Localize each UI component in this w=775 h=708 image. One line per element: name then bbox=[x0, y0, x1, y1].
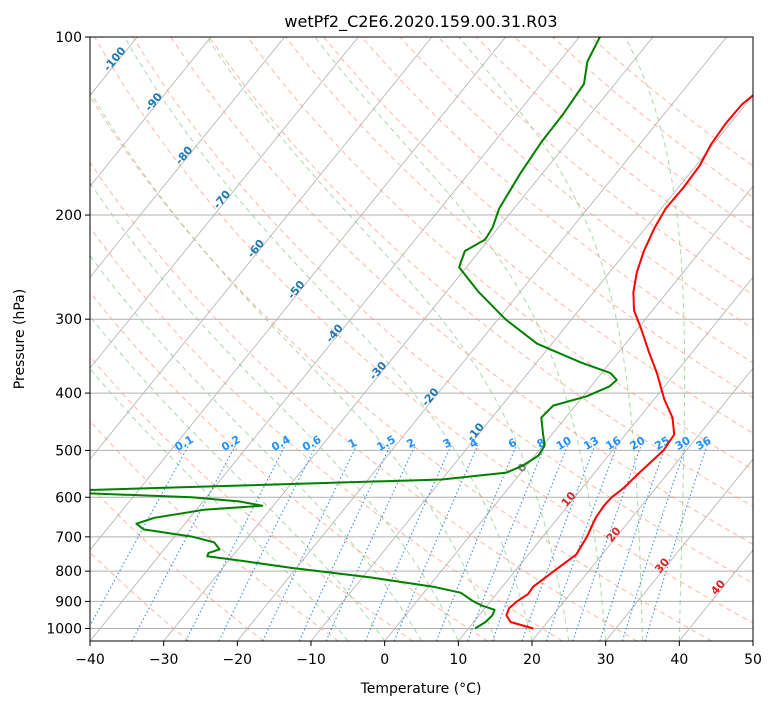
dry-adiabat bbox=[361, 37, 753, 364]
moist-adiabat bbox=[624, 37, 686, 641]
plot-frame bbox=[89, 36, 754, 642]
dry-adiabat bbox=[90, 95, 712, 641]
moist-adiabat bbox=[90, 254, 422, 641]
x-tick-label: 0 bbox=[380, 652, 389, 668]
y-tick-label: 100 bbox=[55, 30, 82, 46]
mixing-ratio-line bbox=[393, 444, 479, 641]
y-tick-label: 600 bbox=[55, 490, 82, 506]
isotherm-line bbox=[237, 37, 727, 641]
y-tick-label: 500 bbox=[55, 443, 82, 459]
x-axis: −40 −30 −20 −10 0 10 20 30 40 50 bbox=[75, 641, 762, 668]
moist-adiabat bbox=[90, 90, 496, 641]
moist-adiabat bbox=[206, 37, 570, 641]
temperature-line bbox=[505, 94, 753, 630]
dry-adiabat bbox=[323, 37, 753, 399]
y-tick-label: 300 bbox=[55, 312, 82, 328]
mixing-ratio-line bbox=[621, 445, 687, 641]
y-tick-label: 200 bbox=[55, 208, 82, 224]
mixing-ratio-line bbox=[364, 444, 452, 641]
dry-adiabat bbox=[208, 37, 753, 508]
isotherm-line bbox=[90, 37, 433, 460]
mixing-ratio-line bbox=[491, 444, 569, 641]
profile-series bbox=[90, 37, 753, 630]
moist-adiabat bbox=[124, 37, 533, 641]
x-tick-label: 20 bbox=[523, 652, 541, 668]
dry-adiabat bbox=[90, 161, 638, 641]
mixing-ratio-line bbox=[185, 444, 286, 641]
isotherm-line bbox=[90, 37, 212, 187]
y-axis: 100 200 300 400 500 600 700 800 900 1000 bbox=[46, 30, 90, 637]
isotherm-line bbox=[90, 37, 285, 278]
mixing-ratio-line bbox=[262, 444, 358, 641]
mixing-ratio-line bbox=[599, 445, 667, 641]
mixing-ratio-line bbox=[466, 444, 546, 641]
dry-adiabat-lines bbox=[90, 37, 753, 641]
isotherm-line bbox=[605, 458, 753, 641]
moist-adiabat bbox=[458, 37, 643, 641]
x-tick-label: −20 bbox=[223, 652, 253, 668]
mixing-ratio-line bbox=[572, 445, 642, 641]
isotherm-line bbox=[531, 367, 753, 641]
mixing-ratio-line bbox=[218, 444, 317, 641]
mixing-ratio-lines bbox=[90, 444, 708, 641]
dry-adiabat bbox=[132, 37, 753, 584]
x-tick-label: 40 bbox=[670, 652, 688, 668]
isotherm-line bbox=[458, 276, 753, 641]
isotherm-line bbox=[310, 94, 753, 641]
isotherm-line bbox=[90, 37, 580, 641]
x-tick-label: −30 bbox=[149, 652, 179, 668]
dewpoint-line bbox=[90, 37, 618, 630]
x-tick-label: 30 bbox=[597, 652, 615, 668]
plot-background bbox=[90, 37, 753, 641]
x-axis-label: Temperature (°C) bbox=[360, 681, 482, 697]
isotherm-lines bbox=[90, 37, 753, 641]
dry-adiabat bbox=[437, 37, 753, 296]
dry-adiabat bbox=[90, 355, 414, 641]
mixing-ratio-line bbox=[545, 445, 618, 641]
y-tick-label: 900 bbox=[55, 594, 82, 610]
isotherm-line bbox=[90, 37, 506, 551]
y-tick-label: 1000 bbox=[46, 621, 82, 637]
isotherm-line bbox=[384, 185, 753, 641]
mixing-ratio-line bbox=[521, 445, 596, 641]
y-tick-label: 800 bbox=[55, 564, 82, 580]
dry-adiabat bbox=[170, 37, 753, 546]
x-tick-label: −10 bbox=[296, 652, 326, 668]
x-tick-label: 50 bbox=[744, 652, 762, 668]
y-tick-label: 400 bbox=[55, 386, 82, 402]
y-tick-label: 700 bbox=[55, 530, 82, 546]
x-tick-label: −40 bbox=[75, 652, 105, 668]
moist-adiabat bbox=[90, 181, 459, 641]
dry-adiabat bbox=[90, 485, 264, 641]
y-axis-label: Pressure (hPa) bbox=[12, 289, 28, 389]
chart-title: wetPf2_C2E6.2020.159.00.31.R03 bbox=[284, 12, 557, 32]
dry-adiabat bbox=[94, 37, 753, 624]
mixing-ratio-line bbox=[644, 445, 708, 641]
isotherm-line bbox=[90, 37, 359, 369]
dry-adiabat bbox=[247, 37, 753, 471]
x-tick-label: 10 bbox=[449, 652, 467, 668]
moist-adiabat bbox=[90, 367, 349, 641]
dry-adiabat bbox=[90, 551, 190, 641]
isotherm-line bbox=[163, 37, 654, 641]
moist-adiabat bbox=[314, 37, 607, 641]
dry-adiabat bbox=[90, 291, 488, 641]
